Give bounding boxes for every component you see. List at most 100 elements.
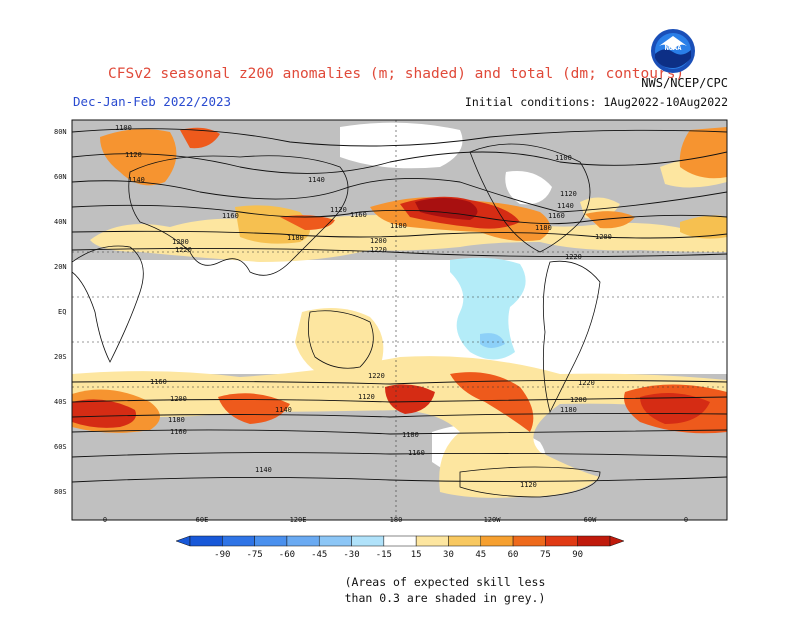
svg-text:NOAA: NOAA	[665, 44, 683, 52]
contour-label: 1220	[370, 246, 387, 254]
lat-label: 40N	[54, 218, 67, 226]
colorbar-swatch	[480, 535, 514, 547]
contour-label: 1100	[555, 154, 572, 162]
lat-label: 20S	[54, 353, 67, 361]
colorbar-tick-label: -45	[311, 550, 327, 560]
contour-label-group: 1100 1120 1140 1160 1180 1200 1220 1180 …	[115, 124, 612, 489]
coastlines	[72, 143, 601, 498]
colorbar-tick-label: 45	[475, 550, 486, 560]
season-label: Dec-Jan-Feb 2022/2023	[73, 94, 232, 109]
anomaly-greenland-europe	[100, 128, 177, 186]
contour-label: 1120	[125, 151, 142, 159]
contour-label: 1120	[560, 190, 577, 198]
colorbar-swatch	[222, 535, 255, 547]
lon-label: 120E	[290, 516, 307, 524]
lat-label: 60N	[54, 173, 67, 181]
lat-label: EQ	[58, 308, 66, 316]
contour-label: 1220	[175, 246, 192, 254]
colorbar-swatch	[383, 535, 417, 547]
lon-label: 60W	[584, 516, 597, 524]
colorbar-tick-label: 15	[411, 550, 422, 560]
contour-label: 1200	[370, 237, 387, 245]
contour-label: 1180	[168, 416, 185, 424]
contour-label: 1180	[535, 224, 552, 232]
colorbar-swatch	[512, 535, 546, 547]
skill-note-line: (Areas of expected skill less	[344, 575, 546, 589]
contour-label: 1140	[557, 202, 574, 210]
colorbar-arrow-right	[609, 535, 625, 547]
map-frame	[71, 119, 728, 521]
lat-label: 20N	[54, 263, 67, 271]
colorbar-swatch	[318, 535, 352, 547]
colorbar-swatch	[351, 535, 385, 547]
contour-label: 1160	[350, 211, 367, 219]
longitude-labels: 0 60E 120E 180 120W 60W 0	[103, 516, 688, 524]
contour-label: 1220	[578, 379, 595, 387]
anomaly-colorbar: -90 -75 -60 -45 -30 -15 15 30 45 60 75 90	[175, 535, 625, 560]
lat-label: 40S	[54, 398, 67, 406]
anomaly-south-indian	[218, 393, 290, 424]
noaa-logo-icon: NOAA	[651, 29, 695, 73]
contour-label: 1140	[255, 466, 272, 474]
colorbar-swatch	[254, 535, 288, 547]
contour-label: 1100	[115, 124, 132, 132]
lon-label: 180	[390, 516, 403, 524]
z200-anomaly-map: 1100 1120 1140 1160 1180 1200 1220 1180 …	[54, 119, 728, 524]
skill-note-line: than 0.3 are shaded in grey.)	[344, 591, 546, 605]
colorbar-tick-label: 30	[443, 550, 454, 560]
contour-label: 1160	[548, 212, 565, 220]
contour-label: 1220	[368, 372, 385, 380]
initial-conditions-label: Initial conditions: 1Aug2022-10Aug2022	[464, 95, 728, 109]
lon-label: 0	[684, 516, 688, 524]
anomaly-negative-central-pacific	[450, 257, 526, 360]
colorbar-swatch	[577, 535, 611, 547]
contour-label: 1120	[330, 206, 347, 214]
colorbar-tick-label: -90	[214, 550, 230, 560]
lon-label: 0	[103, 516, 107, 524]
graticule	[72, 120, 727, 520]
contour-label: 1120	[520, 481, 537, 489]
contour-label: 1140	[128, 176, 145, 184]
contour-label: 1160	[170, 428, 187, 436]
lat-label: 80S	[54, 488, 67, 496]
colorbar-arrow-left	[175, 535, 191, 547]
skill-note: (Areas of expected skill less than 0.3 a…	[300, 574, 590, 606]
lon-label: 120W	[484, 516, 502, 524]
contour-label: 1140	[308, 176, 325, 184]
contour-label: 1180	[560, 406, 577, 414]
colorbar-swatch	[286, 535, 320, 547]
lat-label: 60S	[54, 443, 67, 451]
colorbar-swatch	[448, 535, 482, 547]
lat-label: 80N	[54, 128, 67, 136]
colorbar-tick-label: -60	[279, 550, 295, 560]
anomaly-australia	[295, 308, 384, 382]
contour-label: 1120	[358, 393, 375, 401]
colorbar-swatch	[545, 535, 578, 547]
z200-contours	[72, 128, 727, 483]
contour-label: 1200	[172, 238, 189, 246]
contour-label: 1180	[390, 222, 407, 230]
colorbar-tick-label: 90	[572, 550, 583, 560]
contour-label: 1140	[275, 406, 292, 414]
chart-title: CFSv2 seasonal z200 anomalies (m; shaded…	[108, 66, 685, 82]
latitude-labels: 80N 60N 40N 20N EQ 20S 40S 60S 80S	[54, 128, 67, 496]
colorbar-swatch	[415, 535, 449, 547]
contour-label: 1160	[408, 449, 425, 457]
contour-label: 1200	[595, 233, 612, 241]
colorbar-tick-label: -30	[343, 550, 359, 560]
contour-label: 1200	[170, 395, 187, 403]
colorbar-swatch	[189, 535, 223, 547]
contour-label: 1200	[570, 396, 587, 404]
colorbar-tick-label: -75	[246, 550, 262, 560]
contour-label: 1220	[565, 253, 582, 261]
contour-label: 1160	[150, 378, 167, 386]
colorbar-tick-label: 75	[540, 550, 551, 560]
colorbar-tick-label: 60	[508, 550, 519, 560]
anomaly-15-30-sh-belt	[72, 356, 727, 498]
agency-label: NWS/NCEP/CPC	[641, 76, 728, 90]
colorbar-tick-label: -15	[376, 550, 392, 560]
contour-label: 1180	[402, 431, 419, 439]
contour-label: 1160	[222, 212, 239, 220]
lon-label: 60E	[196, 516, 209, 524]
contour-label: 1180	[287, 234, 304, 242]
